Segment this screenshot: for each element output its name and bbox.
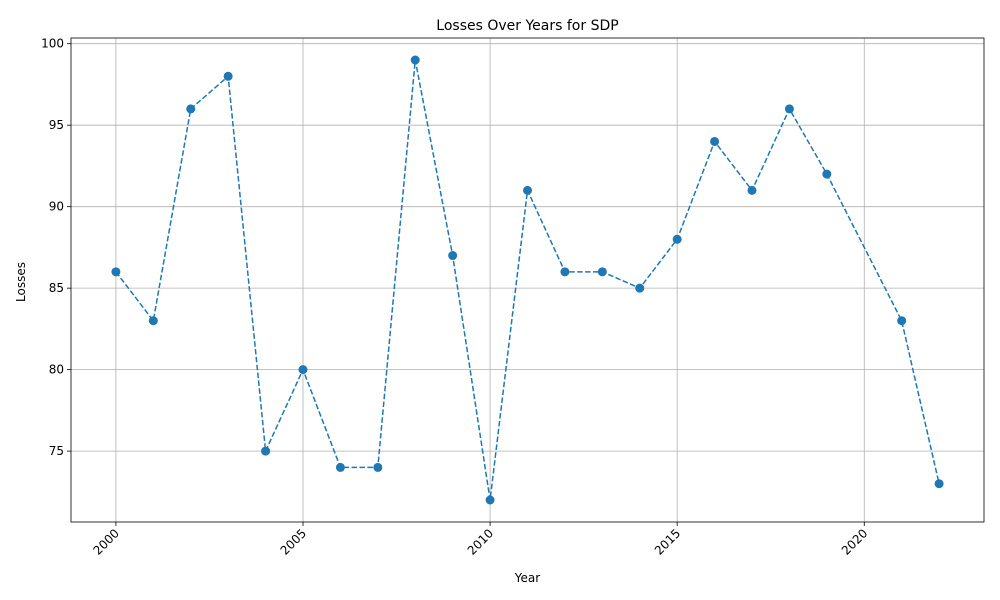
data-point xyxy=(261,446,271,456)
series-losses xyxy=(111,55,944,505)
data-point xyxy=(635,283,645,293)
data-point xyxy=(448,251,458,261)
data-point xyxy=(784,104,794,114)
data-point xyxy=(148,316,158,326)
y-tick-label: 75 xyxy=(49,444,64,458)
data-point xyxy=(897,316,907,326)
data-point xyxy=(335,462,345,472)
y-tick-label: 85 xyxy=(49,281,64,295)
series-line xyxy=(115,59,940,501)
data-point xyxy=(934,479,944,489)
data-point xyxy=(523,185,532,195)
data-point xyxy=(111,267,121,277)
x-tick-label: 2010 xyxy=(465,526,496,557)
grid xyxy=(71,38,984,522)
x-axis-label: Year xyxy=(514,571,540,585)
data-point xyxy=(560,267,570,277)
data-point xyxy=(298,365,308,375)
data-point xyxy=(597,267,607,277)
x-tick-label: 2020 xyxy=(839,526,870,557)
data-point xyxy=(223,71,233,81)
data-point xyxy=(710,136,720,146)
x-tick-label: 2000 xyxy=(91,526,122,557)
y-tick-label: 90 xyxy=(49,200,64,214)
y-axis-label: Losses xyxy=(14,262,28,302)
axis-ticks: 2000 2005 2010 2015 2020 75 80 85 90 95 100 xyxy=(41,37,870,558)
plot-frame xyxy=(70,37,985,523)
y-tick-label: 100 xyxy=(41,37,64,51)
data-point xyxy=(373,462,383,472)
data-point xyxy=(186,104,196,114)
x-tick-label: 2005 xyxy=(278,526,309,557)
chart-title: Losses Over Years for SDP xyxy=(436,18,618,34)
y-tick-label: 80 xyxy=(49,363,64,377)
data-point xyxy=(410,55,420,65)
data-point xyxy=(747,185,757,195)
data-point xyxy=(822,169,832,179)
data-point xyxy=(485,495,495,505)
x-tick-label: 2015 xyxy=(652,526,683,557)
data-point xyxy=(672,234,682,244)
y-tick-label: 95 xyxy=(49,118,64,132)
